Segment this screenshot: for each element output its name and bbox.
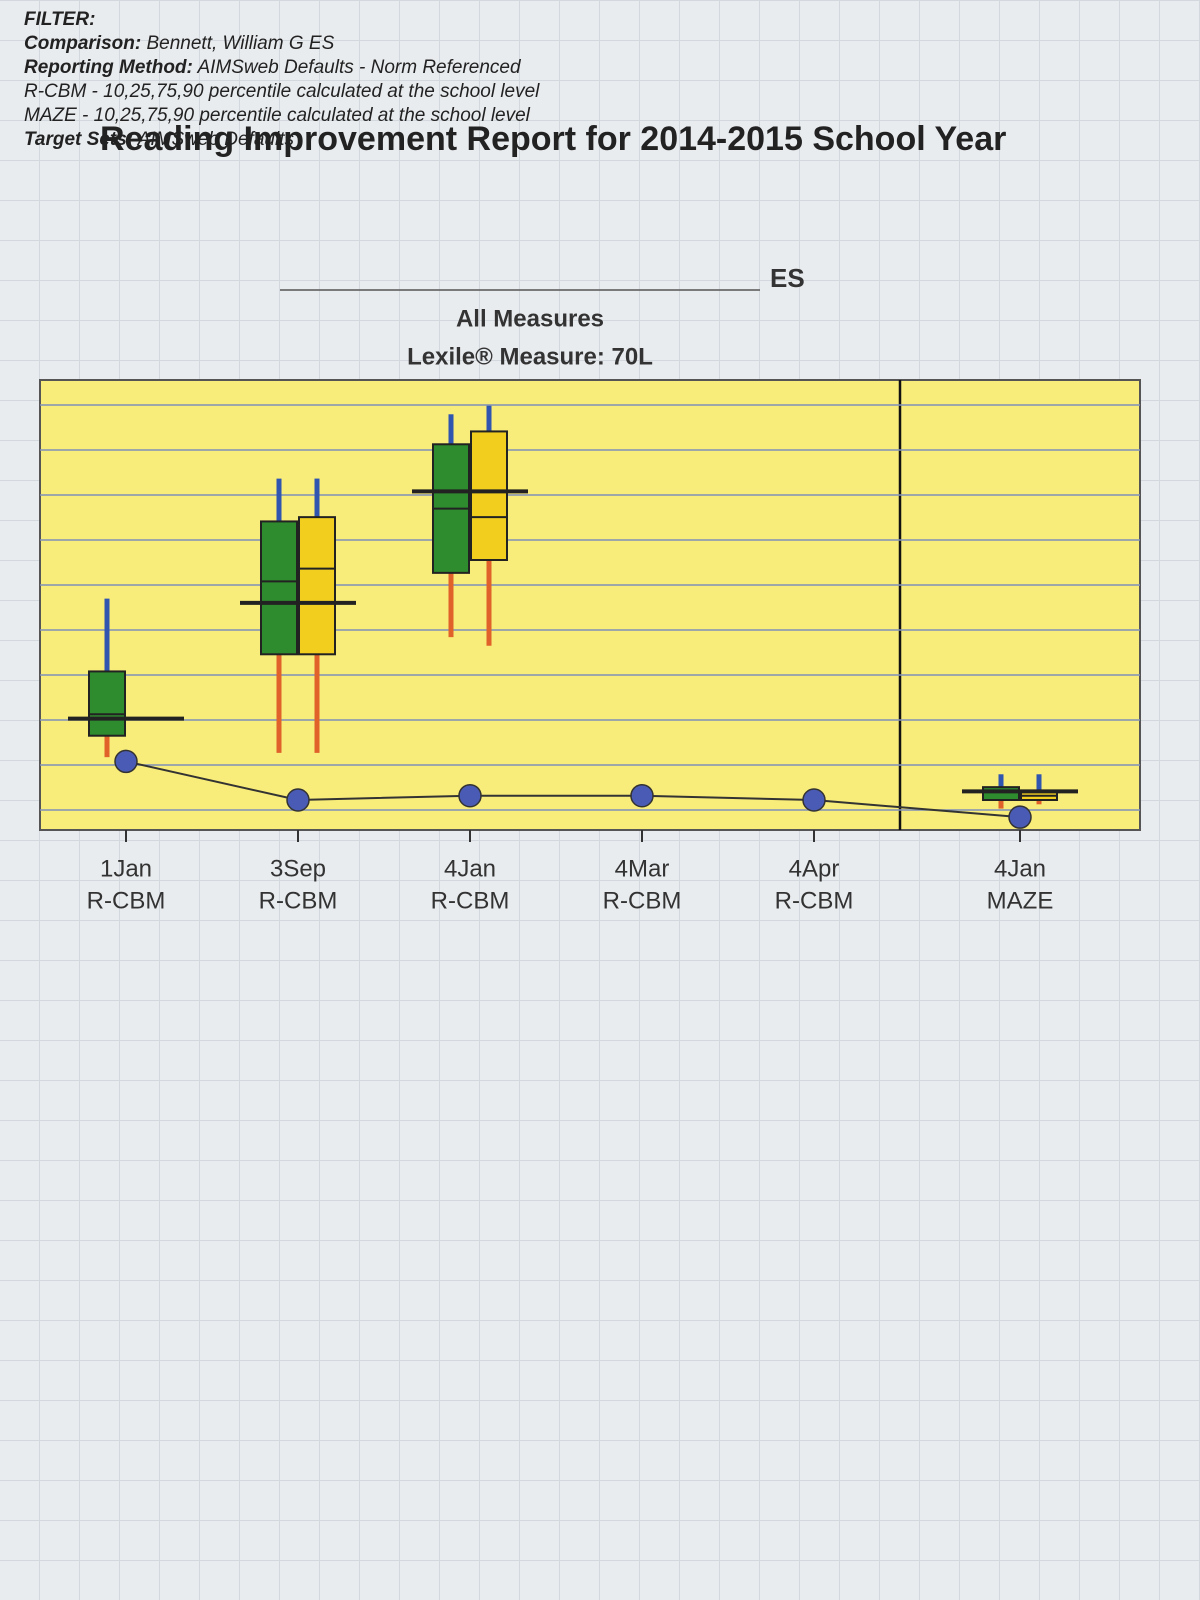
x-tick-label: 4Jan [444,855,496,882]
filter-line: R-CBM - 10,25,75,90 percentile calculate… [24,81,540,102]
plot-area [39,379,1141,831]
box [982,786,1020,802]
measure-tick-label: R-CBM [431,887,510,914]
box [298,516,336,656]
student-line [125,760,1021,819]
filter-header: FILTER: Comparison: Bennett, William G E… [24,8,539,152]
measure-tick-label: R-CBM [259,887,338,914]
student-point [114,749,138,774]
x-tick-label: 4Jan [994,855,1046,882]
measure-tick-label: R-CBM [87,887,166,914]
filter-label: FILTER: [24,9,96,30]
x-tick-label: 3Sep [270,855,326,882]
box [260,520,298,656]
measure-tick-label: R-CBM [603,887,682,914]
filter-line: Target Sets: AIMSweb Defaults [24,129,294,150]
filter-line: MAZE - 10,25,75,90 percentile calculated… [24,105,530,126]
x-tick-label: 1Jan [100,855,152,882]
student-point [802,788,826,812]
student-point [630,783,654,808]
x-tick-label: 4Apr [789,855,840,882]
chart-title: Reading Improvement Report for 2014-2015… [100,120,1007,158]
x-tick-label: 4Mar [615,855,670,882]
box [470,430,508,561]
student-point [1008,805,1032,829]
school-label: ES [770,263,805,293]
measure-label: Lexile® Measure: 70L [407,343,653,370]
filter-line: Comparison: Bennett, William G ES [24,33,335,54]
chart-subtitle: All Measures [456,305,604,332]
box [88,670,126,737]
filter-line: Reporting Method: AIMSweb Defaults - Nor… [24,57,521,78]
measure-tick-label: MAZE [987,887,1054,914]
student-point [286,788,310,812]
measure-tick-label: R-CBM [775,887,854,914]
student-point [458,783,482,808]
